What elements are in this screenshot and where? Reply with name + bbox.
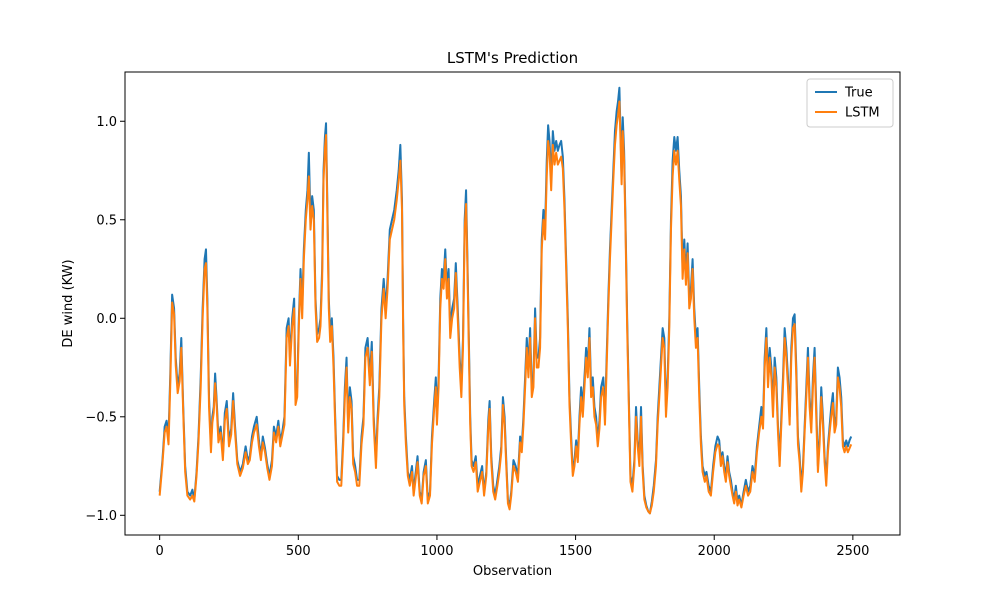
legend-label-lstm: LSTM (845, 106, 880, 121)
x-tick-label: 500 (286, 544, 311, 559)
x-tick-label: 1500 (559, 544, 592, 559)
axes-frame (124, 71, 901, 536)
chart-title: LSTM's Prediction (447, 49, 578, 67)
y-tick-label: 0.0 (96, 312, 117, 327)
x-tick-label: 0 (156, 544, 164, 559)
x-tick-label: 1000 (420, 544, 453, 559)
y-axis-ticks: −1.0 −0.5 0.0 0.5 1.0 (85, 115, 125, 524)
y-axis-title: DE wind (KW) (61, 259, 76, 347)
x-tick-label: 2000 (698, 544, 731, 559)
y-tick-label: −1.0 (85, 509, 117, 524)
series-line-lstm (158, 100, 853, 515)
x-axis-title: Observation (473, 564, 552, 579)
series-layer (158, 86, 853, 515)
legend: True LSTM (806, 78, 894, 128)
y-tick-label: 0.5 (96, 213, 117, 228)
legend-label-true: True (844, 86, 873, 101)
plot-area: 0 500 1000 1500 2000 2500 −1.0 −0.5 0.0 0.5 1.0 (85, 71, 901, 559)
x-tick-label: 2500 (836, 544, 869, 559)
y-tick-label: 1.0 (96, 115, 117, 130)
y-tick-label: −0.5 (85, 410, 117, 425)
x-axis-ticks: 0 500 1000 1500 2000 2500 (156, 535, 869, 559)
